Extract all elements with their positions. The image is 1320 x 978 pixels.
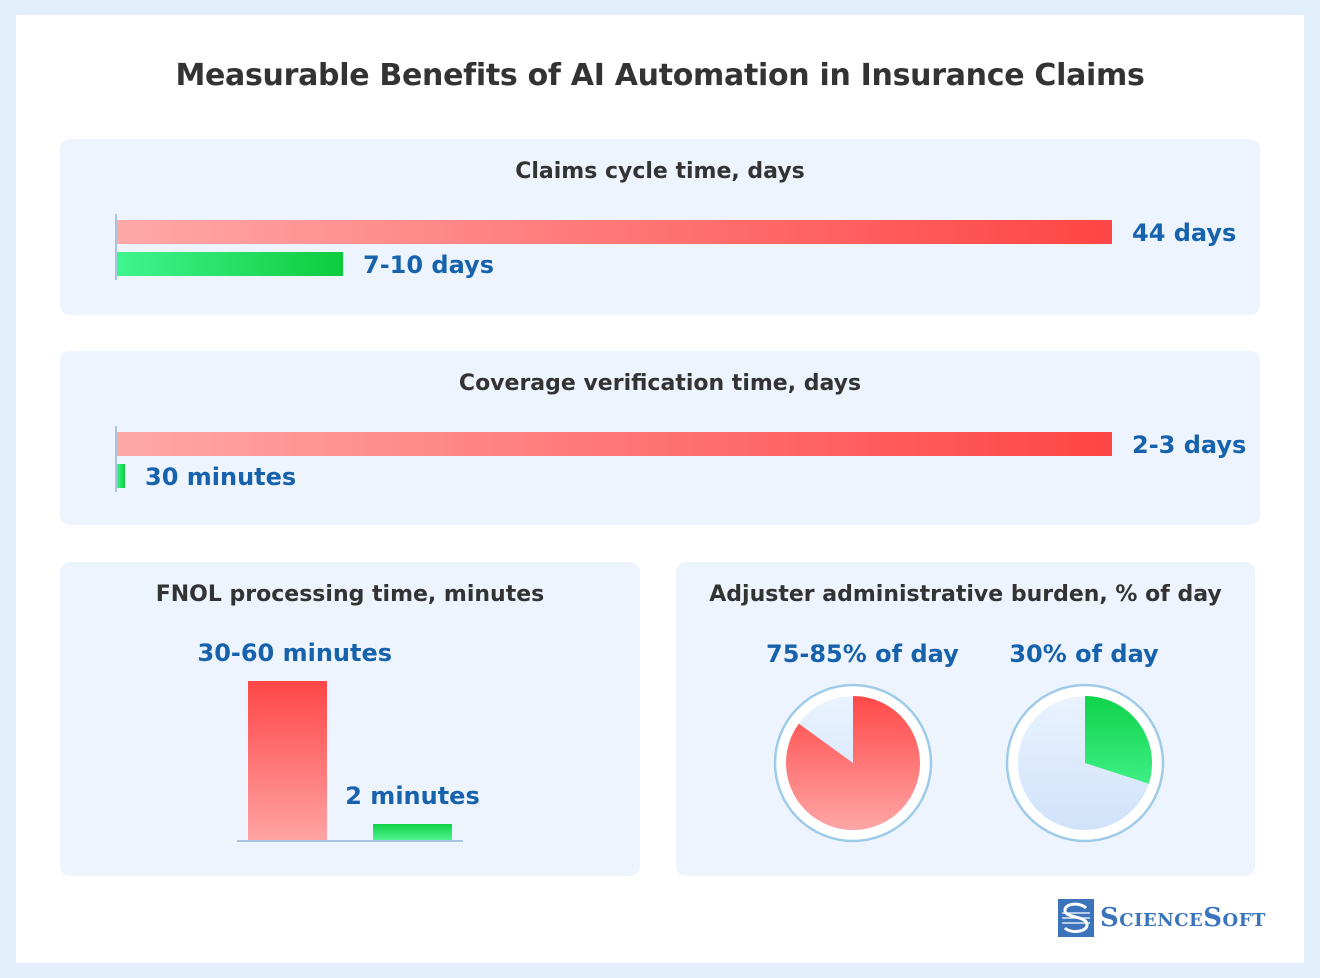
claims-cycle-after-bar xyxy=(117,252,343,276)
adjuster-burden-title: Adjuster administrative burden, % of day xyxy=(709,582,1222,607)
fnol-after-label: 2 minutes xyxy=(345,782,480,810)
pie-before-slice xyxy=(786,696,921,830)
coverage-after-bar xyxy=(117,464,125,488)
claims-cycle-before-label: 44 days xyxy=(1132,219,1237,247)
coverage-after-label: 30 minutes xyxy=(145,463,297,491)
sciencesoft-logo-text: ScienceSoft xyxy=(1100,903,1266,933)
page-title: Measurable Benefits of AI Automation in … xyxy=(175,58,1145,93)
coverage-verification-title: Coverage verification time, days xyxy=(458,371,862,396)
fnol-panel: FNOL processing time, minutes xyxy=(60,562,640,876)
coverage-verification-axis xyxy=(115,426,117,492)
fnol-after-bar xyxy=(373,824,452,840)
claims-cycle-axis xyxy=(115,214,117,280)
pie-before-label: 75-85% of day xyxy=(766,640,959,668)
claims-cycle-after-label: 7-10 days xyxy=(363,251,494,279)
sciencesoft-logo: ScienceSoft xyxy=(1058,898,1266,938)
fnol-title: FNOL processing time, minutes xyxy=(155,582,545,607)
claims-cycle-title: Claims cycle time, days xyxy=(515,159,805,184)
fnol-before-label: 30-60 minutes xyxy=(197,639,393,667)
adjuster-burden-panel: Adjuster administrative burden, % of day xyxy=(676,562,1255,876)
pie-after-slice xyxy=(1085,696,1152,784)
fnol-before-bar xyxy=(248,681,327,840)
pie-after-label: 30% of day xyxy=(1009,640,1159,668)
sciencesoft-logo-icon xyxy=(1058,899,1094,937)
claims-cycle-before-bar xyxy=(117,220,1112,244)
pie-after xyxy=(1005,683,1165,843)
coverage-before-bar xyxy=(117,432,1112,456)
pie-before xyxy=(773,683,933,843)
fnol-baseline xyxy=(237,840,463,842)
coverage-before-label: 2-3 days xyxy=(1132,431,1247,459)
